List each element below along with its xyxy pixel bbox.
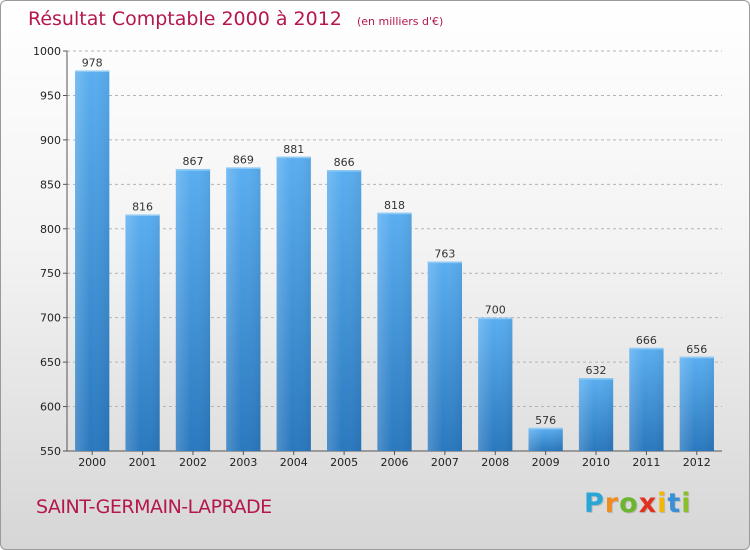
bar-top-edge (125, 214, 160, 217)
bar-top-edge (377, 212, 412, 215)
brand-letter: i (681, 488, 692, 519)
x-tick-label: 2011 (632, 456, 660, 469)
data-label: 866 (334, 156, 355, 169)
data-label: 867 (182, 155, 203, 168)
bar-shine (478, 317, 513, 451)
x-tick-label: 2004 (280, 456, 308, 469)
data-label: 816 (132, 201, 153, 214)
bar-shine (679, 356, 714, 451)
data-label: 978 (82, 57, 103, 70)
brand-logo: Proxiti (584, 488, 692, 519)
bar-shine (528, 427, 563, 451)
y-tick-label: 700 (40, 312, 61, 325)
x-tick-label: 2003 (229, 456, 257, 469)
bar-top-edge (629, 347, 664, 350)
x-tick-label: 2008 (481, 456, 509, 469)
bar-shine (125, 214, 160, 451)
x-tick-label: 2000 (78, 456, 106, 469)
y-tick-label: 900 (40, 134, 61, 147)
bar-shine (226, 167, 261, 451)
data-label: 881 (283, 143, 304, 156)
bar-top-edge (75, 70, 110, 73)
brand-letter: r (604, 488, 620, 519)
bar-shine (427, 261, 463, 451)
y-tick-label: 800 (40, 223, 61, 236)
brand-letter: i (657, 488, 668, 519)
y-tick-label: 750 (40, 267, 61, 280)
x-tick-label: 2009 (532, 456, 560, 469)
bar-top-edge (427, 261, 463, 264)
bar-shine (326, 170, 362, 451)
bar-shine (276, 156, 311, 451)
data-label: 656 (686, 343, 707, 356)
y-tick-label: 950 (40, 89, 61, 102)
brand-letter: t (667, 488, 682, 519)
x-tick-label: 2002 (179, 456, 207, 469)
brand-letter: P (584, 488, 605, 519)
title-row: Résultat Comptable 2000 à 2012 (en milli… (28, 8, 443, 30)
bar-top-edge (226, 167, 261, 169)
data-label: 869 (233, 153, 254, 166)
x-tick-label: 2001 (129, 456, 157, 469)
commune-name: SAINT-GERMAIN-LAPRADE (36, 496, 272, 518)
label-layer: 978 816 867 869 881 866 818 763 700 576 632 666 656 (82, 57, 708, 427)
bar-shine (629, 347, 664, 451)
x-tick-label: 2006 (381, 456, 409, 469)
chart-unit: (en milliers d'€) (356, 15, 444, 28)
bar-top-edge (679, 356, 714, 359)
chart-title: Résultat Comptable 2000 à 2012 (28, 8, 342, 30)
bar-shine (578, 378, 614, 451)
bar-top-edge (326, 170, 362, 172)
axis-layer: 550 600 650 700 750 800 850 900 950 1000 2000 2001 2… (33, 45, 722, 469)
bar-layer (75, 70, 714, 452)
bar-top-edge (276, 156, 311, 159)
y-tick-label: 650 (40, 356, 61, 369)
x-tick-label: 2007 (431, 456, 459, 469)
data-label: 666 (636, 334, 657, 347)
data-label: 763 (434, 248, 455, 261)
y-tick-label: 850 (40, 178, 61, 191)
bar-top-edge (175, 169, 211, 171)
bar-top-edge (528, 427, 563, 430)
x-tick-label: 2010 (582, 456, 610, 469)
data-label: 700 (485, 304, 506, 317)
y-tick-label: 1000 (33, 45, 61, 58)
bar-shine (75, 70, 110, 452)
data-label: 576 (535, 414, 556, 427)
bar-shine (377, 212, 412, 451)
brand-letter: x (638, 488, 658, 519)
y-tick-label: 600 (40, 401, 61, 414)
brand-letter: o (619, 488, 639, 519)
bar-top-edge (478, 317, 513, 320)
x-tick-label: 2005 (330, 456, 358, 469)
y-tick-label: 550 (40, 445, 61, 458)
data-label: 632 (586, 364, 607, 377)
data-label: 818 (384, 199, 405, 212)
bar-shine (175, 169, 211, 451)
x-tick-label: 2012 (683, 456, 711, 469)
bar-top-edge (578, 378, 614, 380)
